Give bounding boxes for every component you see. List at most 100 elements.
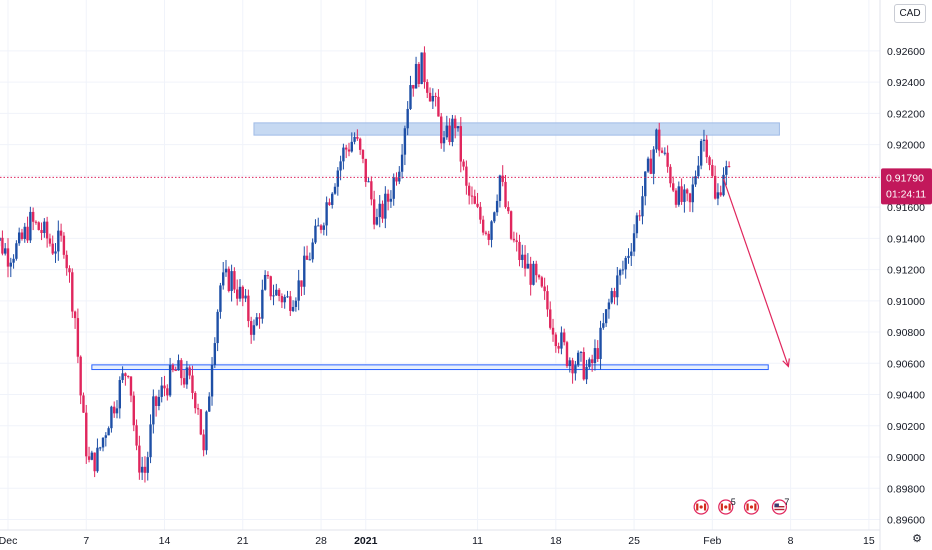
candle-body xyxy=(48,238,52,244)
candle xyxy=(663,147,667,156)
candle xyxy=(12,254,15,269)
candle xyxy=(124,372,127,386)
x-tick-label: 28 xyxy=(315,535,327,547)
candle xyxy=(196,403,200,415)
usa-flag-icon[interactable]: 7 xyxy=(771,497,789,515)
candle xyxy=(90,450,94,461)
candle-body xyxy=(456,126,460,129)
candle xyxy=(342,143,345,170)
candle-body xyxy=(579,351,583,353)
candle-body xyxy=(54,251,57,254)
gear-icon[interactable]: ⚙ xyxy=(912,533,922,545)
candle-body xyxy=(384,193,387,219)
projection-arrowhead xyxy=(782,358,790,368)
candle xyxy=(448,118,451,146)
candle xyxy=(652,146,655,185)
candle-body xyxy=(219,285,222,312)
candle xyxy=(101,437,105,452)
candle xyxy=(149,414,152,464)
y-tick-label: 0.92200 xyxy=(887,108,925,120)
candle xyxy=(266,271,270,279)
candle xyxy=(252,319,256,341)
candle xyxy=(442,130,446,152)
candle xyxy=(431,88,435,109)
candle-body xyxy=(353,136,356,142)
candle xyxy=(87,446,91,463)
candle-body xyxy=(157,396,161,406)
candle xyxy=(333,183,337,195)
candle-body xyxy=(518,241,521,260)
candle-body xyxy=(294,300,298,307)
candle-body xyxy=(537,275,541,278)
candle-body xyxy=(641,196,644,217)
candle-body xyxy=(269,276,272,297)
candle xyxy=(596,340,599,362)
candle-body xyxy=(177,360,180,371)
candle-body xyxy=(395,177,398,182)
candle xyxy=(672,176,675,193)
candle xyxy=(138,435,141,480)
canada-flag-icon[interactable] xyxy=(743,499,760,515)
candle xyxy=(565,340,569,369)
flag-band xyxy=(746,503,749,511)
candle xyxy=(546,285,549,317)
candle-body xyxy=(711,165,714,176)
candle-body xyxy=(431,95,435,102)
plot-background xyxy=(0,0,880,530)
candle xyxy=(261,279,264,324)
candle-body xyxy=(263,274,267,290)
candle xyxy=(574,360,577,381)
candle-body xyxy=(51,243,54,254)
candle xyxy=(182,370,186,388)
candle xyxy=(263,270,267,291)
candle-body xyxy=(191,375,194,393)
candle-body xyxy=(593,348,597,364)
candle-body xyxy=(493,212,496,222)
candle xyxy=(532,260,535,286)
candle xyxy=(57,220,60,261)
candle-body xyxy=(149,424,152,458)
candle-body xyxy=(350,141,353,152)
price-axis[interactable]: 0.926000.924000.922000.920000.918000.916… xyxy=(887,46,925,527)
candle xyxy=(604,309,608,327)
candle xyxy=(688,192,692,212)
candle-body xyxy=(342,147,345,162)
candle-body xyxy=(261,289,264,319)
candle-body xyxy=(68,268,71,273)
candle xyxy=(683,184,686,213)
candle-body xyxy=(375,217,379,225)
time-axis[interactable]: Dec 7 14 21 28 2021 11 18 25 Feb 8 15 xyxy=(0,535,875,547)
candle-body xyxy=(417,63,421,84)
candle xyxy=(227,266,231,293)
x-tick-label: 21 xyxy=(237,535,249,547)
candle xyxy=(205,410,208,455)
canada-flag-icon[interactable]: 5 xyxy=(718,497,736,515)
candle-body xyxy=(280,296,284,303)
candle xyxy=(476,192,479,209)
candle xyxy=(180,358,183,386)
candle xyxy=(400,143,404,179)
candle xyxy=(269,275,272,301)
candle-body xyxy=(406,108,409,129)
candles xyxy=(0,46,731,483)
candle-body xyxy=(381,203,384,219)
candle xyxy=(454,115,457,139)
currency-badge[interactable]: CAD xyxy=(894,4,926,23)
candle xyxy=(59,223,63,242)
candle xyxy=(185,360,189,389)
candle xyxy=(409,75,412,111)
candle-body xyxy=(235,289,239,299)
y-tick-label: 0.90200 xyxy=(887,421,925,433)
candle xyxy=(582,347,585,381)
candle-body xyxy=(171,365,175,371)
candle xyxy=(685,188,689,202)
candle xyxy=(473,189,476,205)
candle-body xyxy=(501,175,504,182)
candle xyxy=(445,115,449,140)
candle xyxy=(504,174,507,209)
canada-flag-icon[interactable] xyxy=(693,499,709,515)
candle-body xyxy=(216,311,219,344)
candle xyxy=(484,230,488,236)
